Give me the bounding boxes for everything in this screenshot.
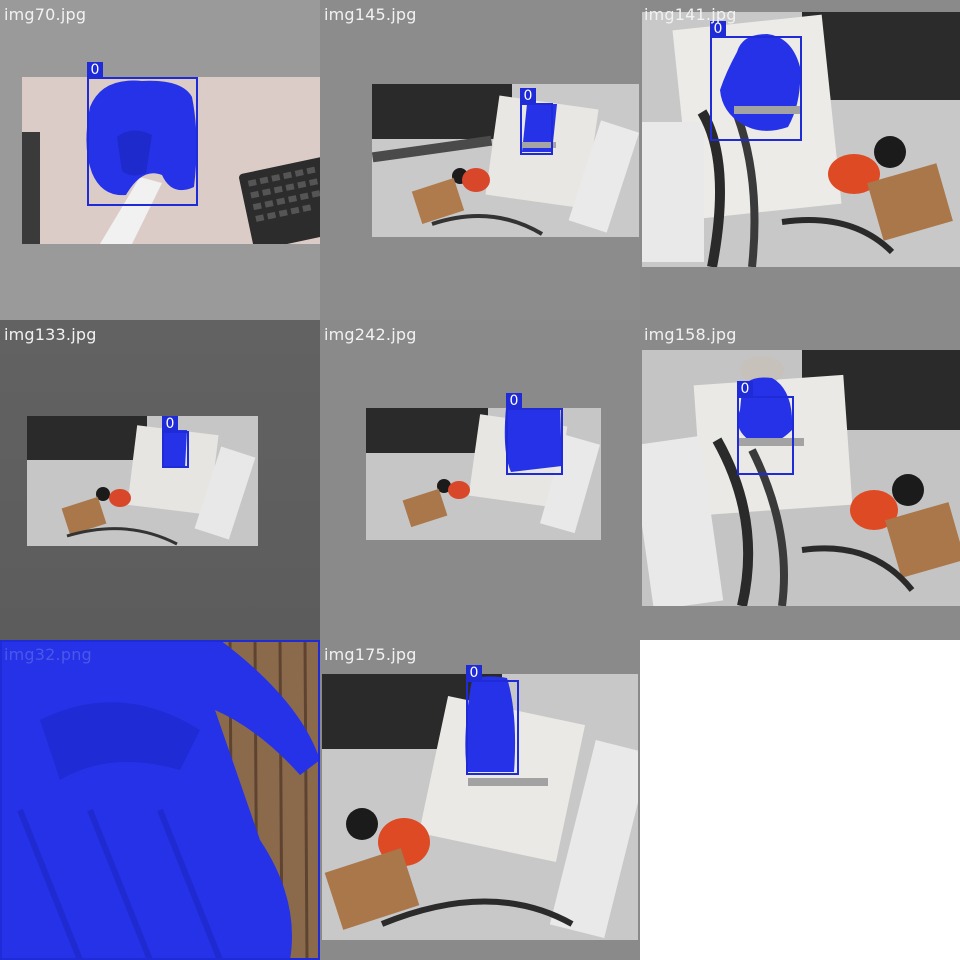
tile-filename: img242.jpg: [324, 325, 417, 344]
tile-filename: img70.jpg: [4, 5, 87, 24]
photo: [366, 408, 601, 540]
tile-img242[interactable]: 0 img242.jpg: [320, 320, 640, 640]
photo: [372, 84, 639, 237]
class-label: 0: [506, 393, 522, 409]
tile-filename: img158.jpg: [644, 325, 737, 344]
tile-filename: img175.jpg: [324, 645, 417, 664]
photo: [22, 77, 320, 244]
detection-box: 0: [737, 381, 794, 475]
class-label: 0: [466, 665, 482, 681]
detection-box: 0: [466, 665, 519, 775]
tile-filename: img32.png: [4, 645, 92, 664]
photo: [27, 416, 258, 546]
tile-img141[interactable]: 0 img141.jpg: [640, 0, 960, 320]
tile-filename: img133.jpg: [4, 325, 97, 344]
photo: [642, 350, 960, 606]
photo: [322, 674, 638, 940]
class-label: 0: [737, 381, 753, 397]
tile-img158[interactable]: 0 img158.jpg: [640, 320, 960, 640]
detection-box: 0: [520, 88, 553, 155]
tile-img145[interactable]: 0 img145.jpg: [320, 0, 640, 320]
class-label: 0: [162, 416, 178, 432]
tile-img70[interactable]: 0 img70.jpg: [0, 0, 320, 320]
detection-box: 0: [0, 640, 320, 960]
detection-box: 0: [710, 21, 802, 141]
tile-filename: img145.jpg: [324, 5, 417, 24]
class-label: 0: [87, 62, 103, 78]
class-label: 0: [2, 640, 18, 641]
tile-img133[interactable]: 0 img133.jpg: [0, 320, 320, 640]
tile-filename: img141.jpg: [644, 5, 737, 24]
tile-img175[interactable]: 0 img175.jpg: [320, 640, 640, 960]
photo: [0, 640, 320, 960]
class-label: 0: [710, 21, 726, 37]
class-label: 0: [520, 88, 536, 104]
tile-img32[interactable]: 0 img32.png: [0, 640, 320, 960]
detection-box: 0: [506, 393, 563, 475]
detection-box: 0: [162, 416, 189, 468]
detection-box: 0: [87, 62, 198, 206]
